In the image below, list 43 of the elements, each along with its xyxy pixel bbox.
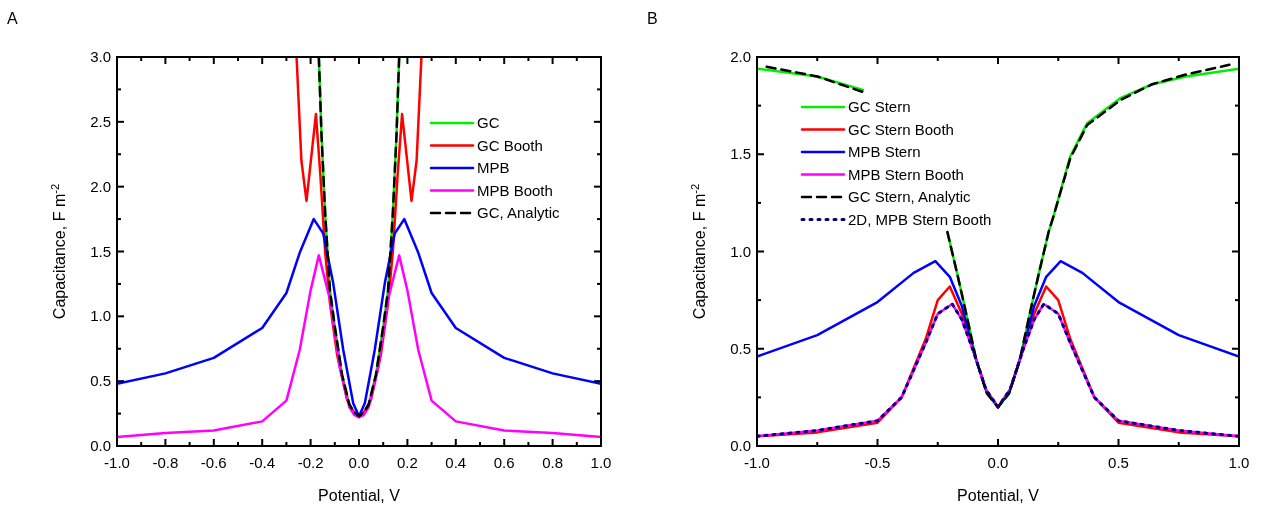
y-tick-label: 3.0	[90, 48, 111, 65]
legend-label: MPB Stern Booth	[848, 165, 964, 183]
x-tick-label: -0.4	[249, 454, 276, 471]
x-tick-label: 0.2	[396, 454, 418, 471]
legend-label: GC Stern Booth	[848, 120, 954, 138]
legend-label: GC Stern	[848, 98, 911, 115]
x-axis-title: Potential, V	[957, 487, 1040, 504]
legend-label: GC, Analytic	[477, 204, 561, 221]
x-tick-label: 0.8	[542, 454, 564, 471]
y-tick-label: 1.0	[730, 242, 751, 260]
y-tick-label: 2.0	[730, 48, 751, 65]
chart-title: A	[7, 10, 18, 27]
x-tick-label: 1.0	[590, 454, 612, 471]
x-tick-label: 0.0	[987, 454, 1009, 471]
legend-label: 2D, MPB Stern Booth	[848, 210, 992, 228]
x-tick-label: 1.0	[1228, 454, 1250, 471]
x-tick-label: -1.0	[744, 454, 770, 471]
x-tick-label: 0.4	[445, 454, 467, 471]
legend-label: MPB Stern	[848, 143, 921, 160]
legend-label: GC Stern, Analytic	[848, 188, 972, 205]
y-tick-label: 2.5	[90, 112, 111, 130]
legend-label: MPB Booth	[477, 181, 553, 199]
legend-label: GC Booth	[477, 136, 543, 154]
y-tick-label: 0.5	[730, 339, 751, 357]
y-tick-label: 1.0	[90, 307, 111, 325]
x-tick-label: 0.5	[1108, 454, 1129, 471]
chart-title: B	[647, 10, 658, 27]
y-tick-label: 0.5	[90, 372, 111, 390]
legend-label: GC	[477, 114, 500, 131]
y-tick-label: 1.5	[90, 242, 111, 260]
x-axis-title: Potential, V	[318, 487, 401, 504]
x-tick-label: 0.6	[493, 454, 515, 471]
y-tick-label: 1.5	[730, 145, 751, 163]
y-tick-label: 0.0	[90, 437, 111, 454]
x-tick-label: -0.8	[152, 454, 179, 471]
x-tick-label: -0.5	[864, 454, 891, 471]
x-tick-label: -0.2	[297, 454, 324, 471]
x-tick-label: -1.0	[104, 454, 130, 471]
y-tick-label: 2.0	[90, 177, 111, 195]
y-tick-label: 0.0	[730, 437, 751, 454]
x-tick-label: 0.0	[348, 454, 370, 471]
legend-label: MPB	[477, 159, 510, 176]
x-tick-label: -0.6	[200, 454, 227, 471]
